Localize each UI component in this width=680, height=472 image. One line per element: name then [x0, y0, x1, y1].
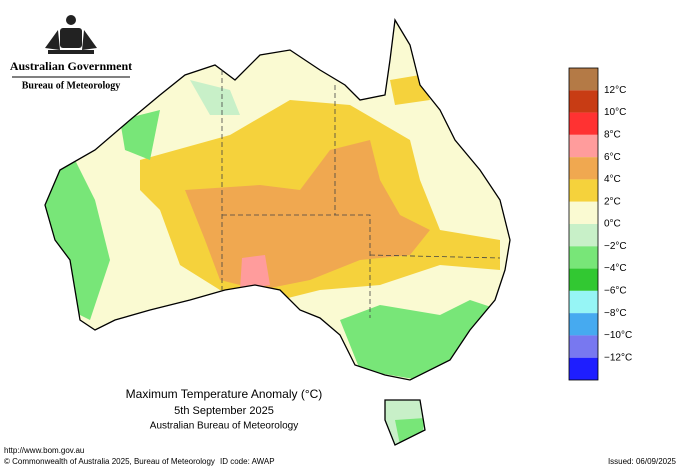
- legend-label: −2°C: [604, 241, 627, 252]
- legend-swatch: [569, 157, 598, 180]
- legend-label: −12°C: [604, 352, 632, 363]
- legend-label: 12°C: [604, 85, 626, 96]
- legend-label: −8°C: [604, 308, 627, 319]
- legend-swatch: [569, 313, 598, 336]
- legend-swatch: [569, 246, 598, 269]
- legend-swatch: [569, 68, 598, 91]
- footer-url: http://www.bom.gov.au: [4, 446, 84, 455]
- legend-swatch: [569, 290, 598, 314]
- footer-issued: Issued: 06/09/2025: [608, 457, 677, 466]
- legend-frame: [568, 67, 599, 381]
- legend-swatch: [569, 224, 598, 247]
- legend-swatch: [569, 179, 598, 202]
- legend: 12°C 10°C 8°C 6°C 4°C 2°C 0°C −2°C −4°C −6°C −8°C −…: [568, 67, 632, 381]
- coat-of-arms: [45, 15, 97, 54]
- legend-swatch: [569, 201, 598, 224]
- map-title: Maximum Temperature Anomaly (°C): [126, 387, 323, 401]
- legend-swatch: [569, 90, 598, 113]
- bureau-name: Bureau of Meteorology: [22, 80, 121, 91]
- legend-label: 0°C: [604, 219, 621, 230]
- footer-copyright: © Commonwealth of Australia 2025, Bureau…: [4, 457, 215, 466]
- legend-swatch: [569, 357, 598, 380]
- legend-swatch: [569, 112, 598, 135]
- map-source: Australian Bureau of Meteorology: [150, 421, 298, 432]
- legend-label: 6°C: [604, 152, 621, 163]
- government-name: Australian Government: [10, 59, 132, 73]
- legend-label: 4°C: [604, 174, 621, 185]
- legend-label: −6°C: [604, 285, 627, 296]
- legend-swatch: [569, 335, 598, 358]
- legend-label: 2°C: [604, 196, 621, 207]
- legend-swatch: [569, 134, 598, 158]
- legend-label: 10°C: [604, 107, 626, 118]
- legend-swatch: [569, 268, 598, 291]
- state-borders: [221, 70, 501, 318]
- map-date: 5th September 2025: [174, 405, 274, 417]
- legend-label: −4°C: [604, 263, 627, 274]
- legend-label: 8°C: [604, 129, 621, 140]
- legend-label: −10°C: [604, 330, 632, 341]
- footer-id: ID code: AWAP: [220, 457, 275, 466]
